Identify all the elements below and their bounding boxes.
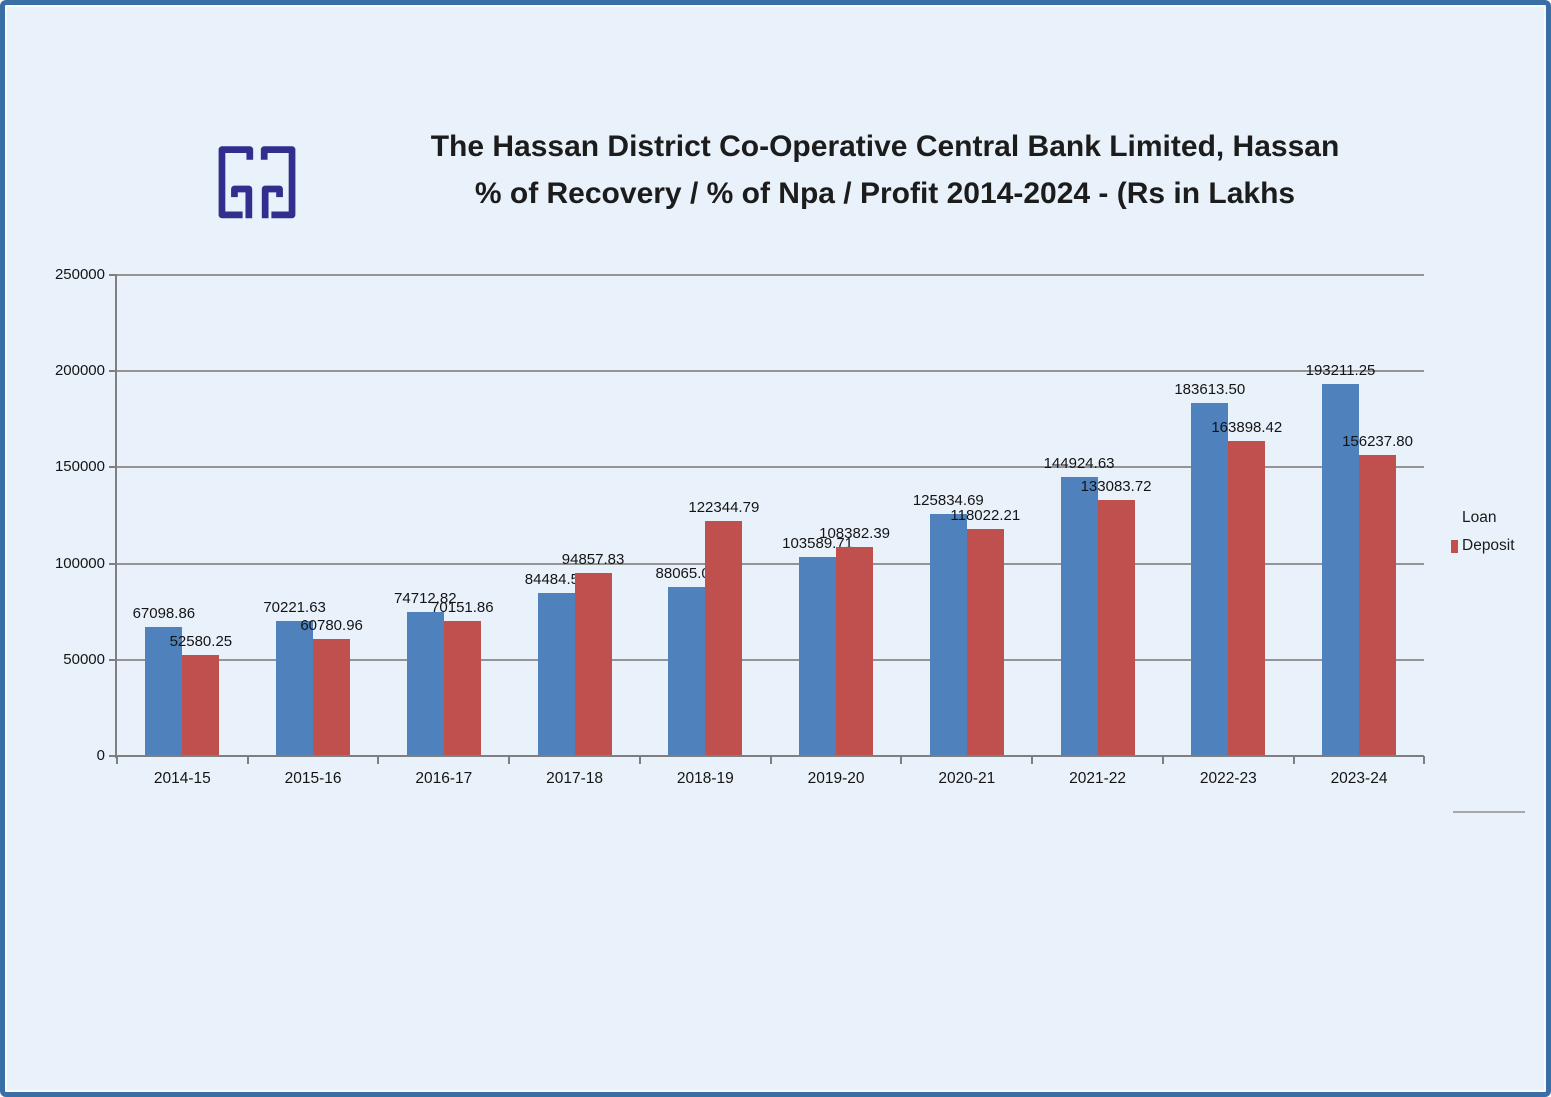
value-label-loan-2016-17: 74712.82 bbox=[394, 590, 457, 608]
chart-title-line2: % of Recovery / % of Npa / Profit 2014-2… bbox=[474, 177, 1296, 210]
bar-loan-2015-16 bbox=[276, 620, 314, 756]
x-tick-label-2021-22: 2021-22 bbox=[1069, 770, 1126, 787]
legend-swatch-deposit bbox=[1451, 539, 1458, 553]
y-tick-label-100000: 100000 bbox=[54, 554, 105, 572]
bar-deposit-2016-17 bbox=[443, 621, 481, 756]
chart-title-line1: The Hassan District Co-Operative Central… bbox=[430, 130, 1340, 163]
value-label-loan-2021-22: 144924.63 bbox=[1043, 455, 1115, 473]
legend: Loan Deposit bbox=[1451, 509, 1515, 555]
value-label-loan-2020-21: 125834.69 bbox=[912, 491, 984, 509]
gridline-250000 bbox=[117, 274, 1425, 276]
bar-deposit-2018-19 bbox=[705, 520, 743, 756]
bar-deposit-2021-22 bbox=[1097, 499, 1135, 756]
y-tick-50000 bbox=[109, 658, 117, 661]
x-tick-3 bbox=[508, 756, 511, 764]
gridline-100000 bbox=[117, 562, 1425, 565]
y-tick-label-0: 0 bbox=[96, 747, 105, 764]
value-label-deposit-2023-24: 156237.80 bbox=[1342, 433, 1413, 451]
x-tick-0 bbox=[116, 756, 118, 764]
bar-deposit-2020-21 bbox=[966, 528, 1004, 756]
gridline-150000 bbox=[117, 466, 1425, 469]
value-label-loan-2015-16: 70221.63 bbox=[263, 598, 326, 616]
value-label-deposit-2018-19: 122344.79 bbox=[688, 498, 760, 516]
bank-logo-outer-right-icon bbox=[260, 146, 296, 219]
bar-loan-2014-15 bbox=[145, 626, 183, 756]
value-label-deposit-2019-20: 108382.39 bbox=[819, 525, 891, 543]
y-tick-200000 bbox=[109, 370, 117, 373]
y-tick-250000 bbox=[109, 274, 117, 276]
bank-logo-outer-left-icon bbox=[218, 146, 254, 219]
bank-logo bbox=[218, 146, 296, 219]
value-label-loan-2023-24: 193211.25 bbox=[1305, 362, 1376, 380]
bar-deposit-2023-24 bbox=[1359, 455, 1397, 756]
value-label-loan-2017-18: 84484.57 bbox=[524, 571, 588, 589]
bar-loan-2020-21 bbox=[929, 513, 967, 756]
bar-loan-2017-18 bbox=[537, 593, 575, 756]
x-tick-label-2016-17: 2016-17 bbox=[415, 770, 473, 787]
value-label-deposit-2016-17: 70151.86 bbox=[431, 599, 494, 617]
legend-label-deposit: Deposit bbox=[1462, 537, 1515, 554]
gridline-50000 bbox=[117, 658, 1425, 661]
bar-loan-2018-19 bbox=[668, 586, 706, 756]
bar-loan-2019-20 bbox=[799, 556, 837, 756]
x-tick-label-2020-21: 2020-21 bbox=[938, 770, 996, 787]
legend-label-loan: Loan bbox=[1462, 509, 1497, 526]
chart-title: The Hassan District Co-Operative Central… bbox=[295, 123, 1475, 217]
stray-line bbox=[1453, 811, 1525, 813]
bank-logo-inner-left-icon bbox=[231, 185, 253, 219]
bar-loan-2023-24 bbox=[1322, 384, 1360, 756]
value-label-deposit-2021-22: 133083.72 bbox=[1080, 477, 1152, 495]
x-tick-7 bbox=[1031, 756, 1034, 764]
value-label-deposit-2022-23: 163898.42 bbox=[1211, 418, 1283, 436]
y-tick-label-150000: 150000 bbox=[54, 458, 105, 476]
bar-deposit-2017-18 bbox=[574, 573, 612, 756]
y-tick-100000 bbox=[109, 562, 117, 565]
value-label-deposit-2020-21: 118022.21 bbox=[950, 506, 1021, 524]
x-tick-8 bbox=[1161, 756, 1164, 764]
bar-loan-2021-22 bbox=[1060, 477, 1098, 756]
x-tick-label-2023-24: 2023-24 bbox=[1330, 770, 1388, 787]
bar-deposit-2014-15 bbox=[182, 654, 220, 756]
bar-loan-2016-17 bbox=[406, 612, 444, 756]
x-tick-2 bbox=[377, 756, 380, 764]
x-tick-9 bbox=[1292, 756, 1295, 764]
value-label-loan-2014-15: 67098.86 bbox=[132, 604, 196, 622]
y-tick-label-200000: 200000 bbox=[54, 362, 105, 380]
bar-deposit-2022-23 bbox=[1228, 440, 1266, 756]
x-tick-4 bbox=[638, 756, 641, 764]
y-tick-0 bbox=[109, 755, 117, 757]
x-tick-5 bbox=[769, 756, 772, 764]
x-tick-label-2018-19: 2018-19 bbox=[676, 770, 734, 787]
legend-item-deposit: Deposit bbox=[1451, 537, 1515, 555]
x-tick-label-2022-23: 2022-23 bbox=[1199, 770, 1257, 787]
x-tick-6 bbox=[900, 756, 903, 764]
value-label-deposit-2014-15: 52580.25 bbox=[169, 632, 233, 650]
y-axis bbox=[115, 275, 117, 758]
value-label-deposit-2015-16: 60780.96 bbox=[300, 617, 363, 635]
gridline-200000 bbox=[117, 370, 1425, 373]
value-label-loan-2018-19: 88065.08 bbox=[655, 564, 719, 582]
x-tick-label-2015-16: 2015-16 bbox=[284, 770, 342, 787]
x-tick-label-2019-20: 2019-20 bbox=[807, 770, 865, 787]
value-label-deposit-2017-18: 94857.83 bbox=[561, 551, 625, 569]
value-label-loan-2022-23: 183613.50 bbox=[1174, 380, 1246, 398]
x-tick-10 bbox=[1423, 756, 1426, 764]
x-tick-label-2014-15: 2014-15 bbox=[153, 770, 211, 787]
bar-loan-2022-23 bbox=[1191, 402, 1229, 756]
value-label-loan-2019-20: 103589.71 bbox=[782, 534, 854, 552]
bar-deposit-2019-20 bbox=[836, 547, 874, 756]
x-axis bbox=[115, 755, 1425, 757]
y-tick-label-50000: 50000 bbox=[63, 650, 105, 668]
bar-deposit-2015-16 bbox=[313, 639, 351, 756]
x-tick-1 bbox=[246, 756, 249, 764]
bank-logo-inner-right-icon bbox=[261, 185, 283, 219]
x-tick-label-2017-18: 2017-18 bbox=[546, 770, 604, 787]
y-tick-150000 bbox=[109, 466, 117, 469]
y-tick-label-250000: 250000 bbox=[54, 266, 105, 283]
legend-item-loan: Loan bbox=[1451, 509, 1515, 527]
